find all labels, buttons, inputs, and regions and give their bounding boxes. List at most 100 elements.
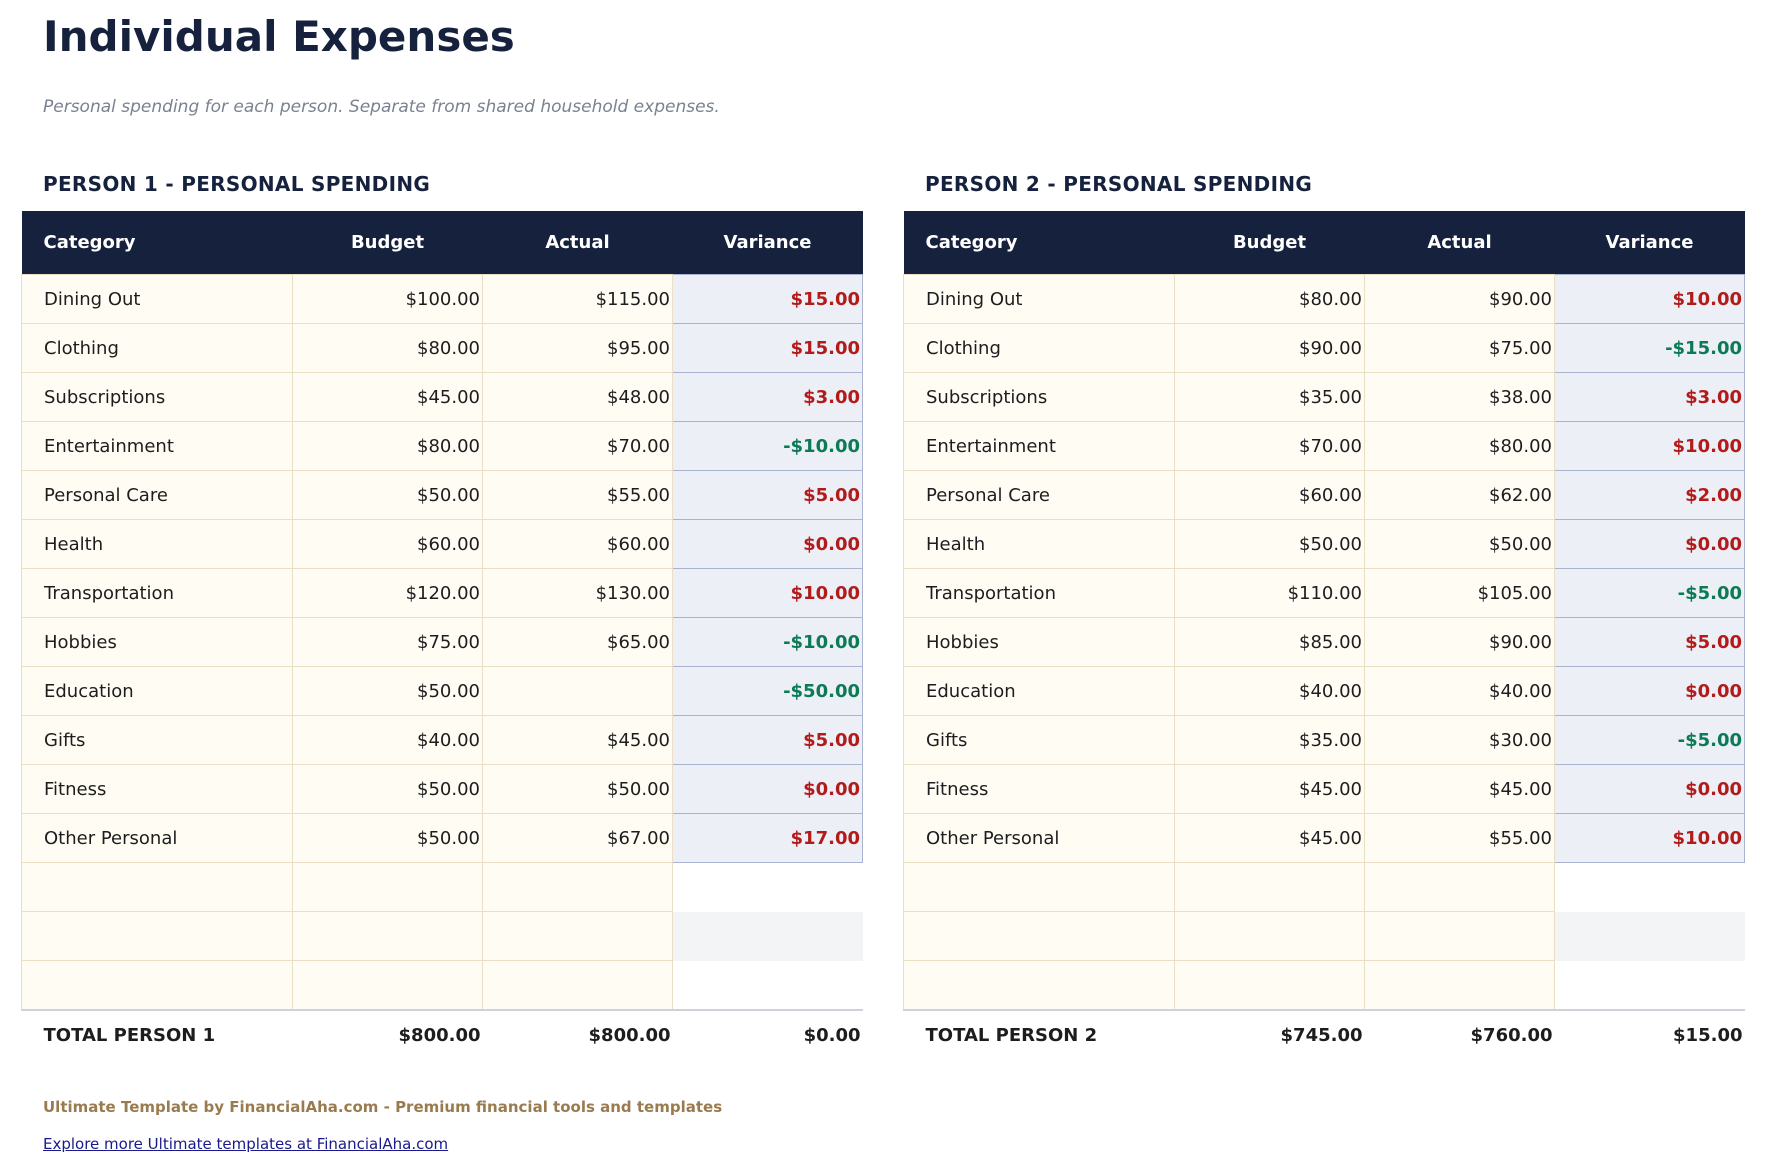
empty-cell[interactable] <box>1174 862 1365 912</box>
actual-cell[interactable]: $45.00 <box>1364 764 1555 814</box>
category-cell[interactable]: Health <box>903 519 1175 569</box>
actual-cell[interactable]: $80.00 <box>1364 421 1555 471</box>
budget-cell[interactable]: $45.00 <box>292 372 483 422</box>
empty-cell[interactable] <box>903 960 1175 1011</box>
budget-cell[interactable]: $50.00 <box>292 666 483 716</box>
actual-cell[interactable]: $115.00 <box>482 274 673 324</box>
actual-cell[interactable]: $55.00 <box>482 470 673 520</box>
budget-cell[interactable]: $80.00 <box>292 323 483 373</box>
budget-cell[interactable]: $60.00 <box>292 519 483 569</box>
total-variance: $15.00 <box>1554 1009 1745 1059</box>
empty-cell[interactable] <box>482 911 673 961</box>
actual-cell[interactable]: $60.00 <box>482 519 673 569</box>
actual-cell[interactable]: $95.00 <box>482 323 673 373</box>
empty-cell[interactable] <box>1364 862 1555 912</box>
column-header-budget: Budget <box>1174 211 1365 275</box>
category-cell[interactable]: Hobbies <box>21 617 293 667</box>
category-cell[interactable]: Subscriptions <box>21 372 293 422</box>
empty-cell[interactable] <box>292 960 483 1011</box>
actual-cell[interactable]: $130.00 <box>482 568 673 618</box>
empty-cell[interactable] <box>1174 911 1365 961</box>
empty-cell[interactable] <box>482 960 673 1011</box>
empty-cell[interactable] <box>482 862 673 912</box>
budget-cell[interactable]: $100.00 <box>292 274 483 324</box>
category-cell[interactable]: Gifts <box>903 715 1175 765</box>
actual-cell[interactable]: $67.00 <box>482 813 673 863</box>
column-header-budget: Budget <box>292 211 483 275</box>
category-cell[interactable]: Transportation <box>903 568 1175 618</box>
empty-cell[interactable] <box>21 960 293 1011</box>
empty-cell[interactable] <box>1174 960 1365 1011</box>
budget-cell[interactable]: $110.00 <box>1174 568 1365 618</box>
actual-cell[interactable]: $55.00 <box>1364 813 1555 863</box>
category-cell[interactable]: Personal Care <box>903 470 1175 520</box>
actual-cell[interactable]: $70.00 <box>482 421 673 471</box>
actual-cell[interactable]: $30.00 <box>1364 715 1555 765</box>
budget-cell[interactable]: $80.00 <box>1174 274 1365 324</box>
category-cell[interactable]: Education <box>903 666 1175 716</box>
actual-cell[interactable]: $75.00 <box>1364 323 1555 373</box>
budget-cell[interactable]: $60.00 <box>1174 470 1365 520</box>
person1-table: Category Budget Actual Variance Dining Out $1… <box>21 211 863 1059</box>
actual-cell[interactable]: $38.00 <box>1364 372 1555 422</box>
category-cell[interactable]: Fitness <box>903 764 1175 814</box>
empty-cell[interactable] <box>21 911 293 961</box>
actual-cell[interactable]: $48.00 <box>482 372 673 422</box>
category-cell[interactable]: Other Personal <box>903 813 1175 863</box>
actual-cell[interactable]: $90.00 <box>1364 617 1555 667</box>
empty-cell[interactable] <box>1364 960 1555 1011</box>
budget-cell[interactable]: $75.00 <box>292 617 483 667</box>
category-cell[interactable]: Fitness <box>21 764 293 814</box>
category-cell[interactable]: Subscriptions <box>903 372 1175 422</box>
actual-cell[interactable] <box>482 666 673 716</box>
table-row: Fitness $45.00 $45.00 $0.00 <box>903 764 1745 814</box>
empty-cell[interactable] <box>292 862 483 912</box>
actual-cell[interactable]: $105.00 <box>1364 568 1555 618</box>
budget-cell[interactable]: $90.00 <box>1174 323 1365 373</box>
budget-cell[interactable]: $40.00 <box>1174 666 1365 716</box>
budget-cell[interactable]: $35.00 <box>1174 715 1365 765</box>
budget-cell[interactable]: $85.00 <box>1174 617 1365 667</box>
category-cell[interactable]: Entertainment <box>903 421 1175 471</box>
actual-cell[interactable]: $40.00 <box>1364 666 1555 716</box>
column-header-actual: Actual <box>482 211 673 275</box>
budget-cell[interactable]: $50.00 <box>292 470 483 520</box>
variance-cell: $15.00 <box>672 274 863 324</box>
actual-cell[interactable]: $62.00 <box>1364 470 1555 520</box>
category-cell[interactable]: Dining Out <box>21 274 293 324</box>
empty-cell[interactable] <box>903 911 1175 961</box>
empty-cell[interactable] <box>292 911 483 961</box>
budget-cell[interactable]: $50.00 <box>292 813 483 863</box>
actual-cell[interactable]: $65.00 <box>482 617 673 667</box>
actual-cell[interactable]: $50.00 <box>1364 519 1555 569</box>
footer-link[interactable]: Explore more Ultimate templates at Finan… <box>43 1135 449 1153</box>
category-cell[interactable]: Other Personal <box>21 813 293 863</box>
budget-cell[interactable]: $40.00 <box>292 715 483 765</box>
category-cell[interactable]: Education <box>21 666 293 716</box>
category-cell[interactable]: Transportation <box>21 568 293 618</box>
category-cell[interactable]: Health <box>21 519 293 569</box>
budget-cell[interactable]: $50.00 <box>292 764 483 814</box>
budget-cell[interactable]: $70.00 <box>1174 421 1365 471</box>
category-cell[interactable]: Gifts <box>21 715 293 765</box>
budget-cell[interactable]: $45.00 <box>1174 764 1365 814</box>
budget-cell[interactable]: $80.00 <box>292 421 483 471</box>
variance-cell: $10.00 <box>1554 274 1745 324</box>
budget-cell[interactable]: $50.00 <box>1174 519 1365 569</box>
budget-cell[interactable]: $45.00 <box>1174 813 1365 863</box>
actual-cell[interactable]: $50.00 <box>482 764 673 814</box>
category-cell[interactable]: Clothing <box>21 323 293 373</box>
budget-cell[interactable]: $120.00 <box>292 568 483 618</box>
empty-cell[interactable] <box>1364 911 1555 961</box>
category-cell[interactable]: Dining Out <box>903 274 1175 324</box>
actual-cell[interactable]: $45.00 <box>482 715 673 765</box>
empty-cell[interactable] <box>21 862 293 912</box>
budget-cell[interactable]: $35.00 <box>1174 372 1365 422</box>
empty-cell[interactable] <box>903 862 1175 912</box>
category-cell[interactable]: Clothing <box>903 323 1175 373</box>
category-cell[interactable]: Personal Care <box>21 470 293 520</box>
category-cell[interactable]: Entertainment <box>21 421 293 471</box>
table-row: Hobbies $75.00 $65.00 -$10.00 <box>21 617 863 667</box>
actual-cell[interactable]: $90.00 <box>1364 274 1555 324</box>
category-cell[interactable]: Hobbies <box>903 617 1175 667</box>
